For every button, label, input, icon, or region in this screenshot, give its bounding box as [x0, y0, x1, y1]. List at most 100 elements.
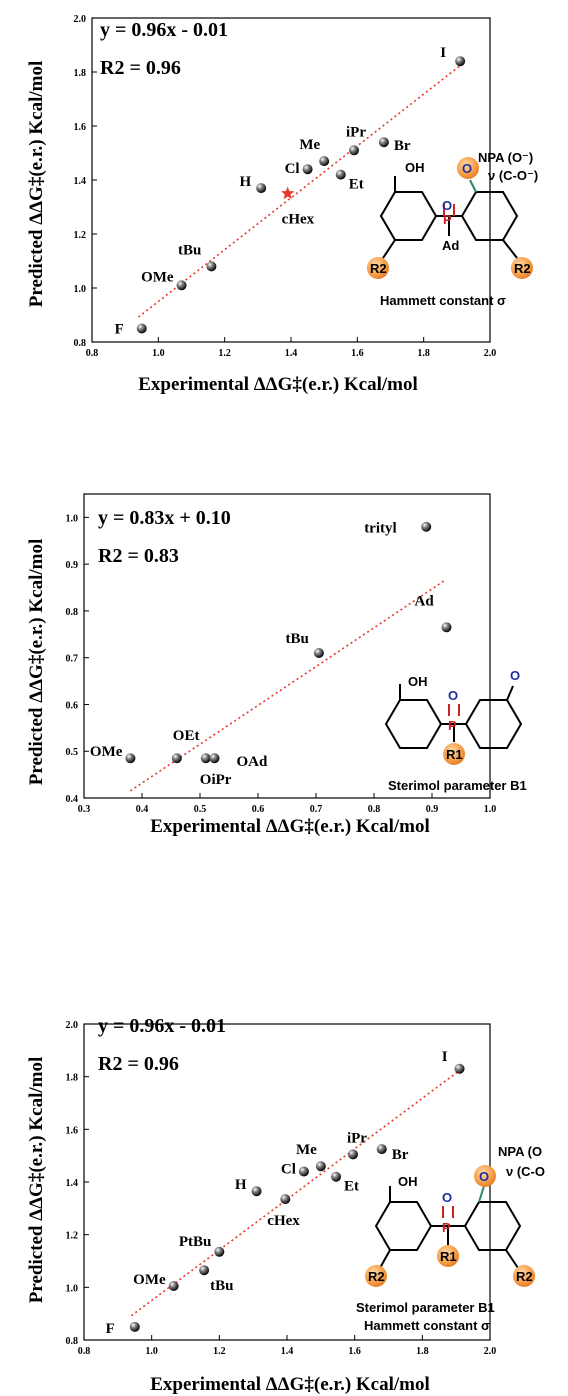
y-tick-label: 0.8 [74, 338, 87, 349]
data-point [209, 753, 220, 764]
annotation-hammett: Hammett constant σ [364, 1318, 490, 1333]
highlight-star-point [281, 186, 295, 200]
data-point [331, 1171, 342, 1182]
orange-highlight-oxide [474, 1165, 496, 1187]
point-label: cHex [282, 212, 315, 228]
x-tick-label: 1.0 [145, 1346, 158, 1357]
x-tick-label: 1.4 [285, 348, 298, 359]
point-label: iPr [346, 124, 366, 140]
y-tick-label: 0.5 [66, 747, 79, 758]
x-tick-label: 1.0 [484, 804, 497, 815]
x-tick-label: 1.2 [218, 348, 231, 359]
x-tick-label: 0.5 [194, 804, 207, 815]
point-label: tBu [178, 242, 201, 258]
x-tick-label: 0.8 [86, 348, 99, 359]
data-point [280, 1194, 291, 1205]
x-tick-label: 0.8 [78, 1346, 91, 1357]
orange-highlight-r2-right [511, 257, 533, 279]
x-tick-label: 1.6 [351, 348, 364, 359]
molecule-structure [374, 1185, 522, 1269]
point-label: I [442, 1049, 448, 1065]
structure-label-r1: R1 [440, 1249, 457, 1264]
annotation-nu-co: ν (C-O⁻) [488, 168, 538, 183]
point-label: OEt [173, 728, 200, 744]
combined-plot-panel: 0.8 1.0 1.2 1.4 1.6 1.8 2.0 0.8 1.0 1.2 1.4 1.6 1.8 2… [26, 1015, 545, 1395]
structure-label-oxide: O [479, 1169, 489, 1184]
x-tick-label: 1.8 [416, 1346, 429, 1357]
r-squared: R2 = 0.96 [98, 1053, 179, 1075]
data-point [315, 1161, 326, 1172]
structure-label-r2-right: R2 [516, 1269, 533, 1284]
data-point [125, 753, 136, 764]
y-tick-label: 1.6 [66, 1125, 79, 1136]
y-tick-label: 1.6 [74, 122, 87, 133]
point-label: PtBu [179, 1234, 212, 1250]
orange-highlight-oxide [457, 157, 479, 179]
point-label: Ad [415, 593, 435, 609]
annotation-npa: NPA (O⁻) [478, 150, 533, 165]
y-tick-label: 1.8 [74, 68, 87, 79]
annotation-hammett: Hammett constant σ [380, 293, 506, 308]
data-point [335, 169, 346, 180]
molecule-structure [384, 684, 523, 749]
structure-label-oxide: O [510, 668, 520, 683]
y-axis-title: Predicted ΔΔG‡(e.r.) Kcal/mol [26, 61, 47, 308]
point-label: iPr [347, 1130, 367, 1146]
point-label: OiPr [200, 772, 232, 788]
orange-highlight-r1 [443, 743, 465, 765]
point-label: H [239, 174, 251, 190]
point-label: Me [296, 1142, 317, 1158]
data-point [454, 1063, 465, 1074]
structure-label-p: P [448, 718, 457, 733]
x-tick-label: 1.2 [213, 1346, 226, 1357]
data-point [313, 648, 324, 659]
structure-label-r2-right: R2 [514, 261, 531, 276]
x-axis-title: Experimental ΔΔG‡(e.r.) Kcal/mol [138, 374, 418, 395]
x-tick-label: 1.6 [348, 1346, 361, 1357]
point-label: OMe [141, 269, 174, 285]
point-label: H [235, 1177, 247, 1193]
y-tick-label: 0.7 [66, 654, 79, 665]
structure-label-r1: R1 [446, 747, 463, 762]
x-tick-label: 2.0 [484, 348, 497, 359]
data-point [136, 323, 147, 334]
x-tick-label: 0.8 [368, 804, 381, 815]
y-tick-label: 1.4 [66, 1178, 79, 1189]
y-tick-label: 1.2 [66, 1231, 79, 1242]
structure-label-o: O [448, 688, 458, 703]
data-point [200, 753, 211, 764]
structure-label-oh: OH [405, 160, 425, 175]
structure-label-oxide: O [462, 161, 472, 176]
data-point [214, 1246, 225, 1257]
point-label: I [440, 45, 446, 61]
r-squared: R2 = 0.96 [100, 57, 181, 79]
data-point [199, 1265, 210, 1276]
data-point [319, 156, 330, 167]
hammett-npa-plot-panel: 0.8 1.0 1.2 1.4 1.6 1.8 2.0 0.8 1.0 1.2 1.4 1.6 1.8 2… [26, 14, 538, 395]
y-tick-label: 1.2 [74, 230, 87, 241]
x-tick-label: 0.9 [426, 804, 439, 815]
data-point [176, 280, 187, 291]
orange-highlight-r2-left [367, 257, 389, 279]
structure-label-o: O [442, 198, 452, 213]
structure-label-o: O [442, 1190, 452, 1205]
point-label: Me [299, 137, 320, 153]
y-tick-label: 1.8 [66, 1073, 79, 1084]
data-point [171, 753, 182, 764]
point-label: F [115, 322, 124, 338]
structure-label-p: P [442, 1220, 451, 1235]
regression-equation: y = 0.83x + 0.10 [98, 507, 231, 529]
orange-highlight-r2-right [513, 1265, 535, 1287]
r-squared: R2 = 0.83 [98, 545, 179, 567]
point-label: tBu [210, 1278, 233, 1294]
data-point [421, 521, 432, 532]
y-axis-title: Predicted ΔΔG‡(e.r.) Kcal/mol [26, 539, 47, 786]
sterimol-plot-panel: 0.3 0.4 0.5 0.6 0.7 0.8 0.9 1.00.40.50.60.70.80… [26, 493, 527, 837]
structure-label-p: P [443, 212, 452, 227]
point-label: Cl [285, 161, 300, 177]
point-label: tBu [286, 631, 309, 647]
x-axis-title: Experimental ΔΔG‡(e.r.) Kcal/mol [150, 1374, 430, 1395]
hammett-npa-plot-area: 0.8 1.0 1.2 1.4 1.6 1.8 2.0 0.8 1.0 1.2 1.4 1.6 1.8 2… [74, 14, 497, 359]
y-tick-label: 2.0 [74, 14, 87, 25]
point-label: Et [344, 1179, 359, 1195]
